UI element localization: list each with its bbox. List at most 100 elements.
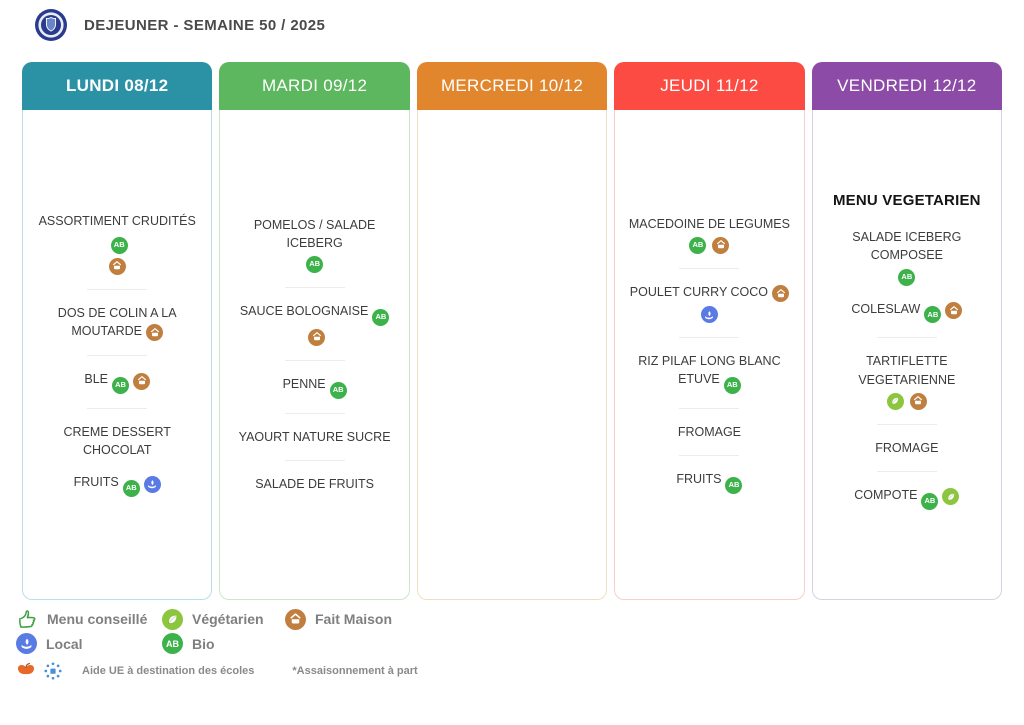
- fm-icon: [308, 328, 326, 346]
- menu-item-label: RIZ PILAF LONG BLANC ETUVE: [638, 354, 781, 387]
- bio-icon: AB: [112, 377, 130, 395]
- menu-item: TARTIFLETTE VEGETARIENNE: [818, 352, 996, 410]
- bio-icon: AB: [110, 236, 128, 254]
- fm-icon: [712, 236, 730, 254]
- legend-label: Menu conseillé: [47, 611, 148, 627]
- menu-item-label: FRUITS: [73, 475, 119, 490]
- menu-item: DOS DE COLIN A LA MOUTARDE: [28, 304, 206, 342]
- menu-item: SAUCE BOLOGNAISE AB: [225, 302, 403, 346]
- veg-icon: [942, 488, 960, 506]
- day-column-4: VENDREDI 12/12 MENU VEGETARIEN SALADE ICEB…: [811, 62, 1003, 600]
- menu-item: FRUITS AB: [28, 473, 206, 498]
- bio-icon: AB: [329, 381, 347, 399]
- day-body: MENU VEGETARIEN SALADE ICEBERG COMPOSEE AB…: [811, 110, 1003, 600]
- app-header: DEJEUNER - SEMAINE 50 / 2025: [34, 8, 325, 42]
- menu-item: ASSORTIMENT CRUDITÉS AB: [28, 212, 206, 275]
- bio-icon: AB: [306, 256, 324, 274]
- fm-icon: [133, 372, 151, 390]
- school-crest-logo: [34, 8, 68, 42]
- item-separator: [87, 355, 148, 357]
- legend-label: Fait Maison: [315, 611, 393, 627]
- menu-item-label: FRUITS: [676, 472, 722, 487]
- day-header: VENDREDI 12/12: [811, 62, 1003, 110]
- day-column-0: LUNDI 08/12 ASSORTIMENT CRUDITÉS AB DOS DE …: [22, 62, 213, 600]
- menu-item: RIZ PILAF LONG BLANC ETUVE AB: [620, 352, 798, 395]
- menu-item: FROMAGE: [620, 423, 798, 441]
- vegetarian-menu-heading: MENU VEGETARIEN: [832, 192, 981, 210]
- veg-icon: [886, 392, 904, 410]
- eu-aid-label: Aide UE à destination des écoles: [82, 665, 255, 677]
- day-body: POMELOS / SALADE ICEBERG AB SAUCE BOLOGNAI…: [219, 110, 410, 600]
- day-header: MARDI 09/12: [219, 62, 410, 110]
- item-separator: [876, 423, 937, 425]
- menu-item-label: COMPOTE: [854, 487, 918, 502]
- menu-item-label: SALADE ICEBERG COMPOSEE: [852, 230, 962, 263]
- menu-item-label: MACEDOINE DE LEGUMES: [628, 216, 790, 231]
- menu-item-label: FROMAGE: [875, 440, 939, 455]
- menu-item: SALADE DE FRUITS: [225, 475, 403, 493]
- item-separator: [284, 459, 345, 461]
- seasoning-note: *Assaisonnement à part: [292, 665, 418, 677]
- menu-item: PENNE AB: [225, 375, 403, 399]
- day-body: [416, 110, 608, 600]
- menu-item-label: COLESLAW: [851, 301, 921, 316]
- badges-row: AB: [822, 268, 992, 286]
- menu-item: YAOURT NATURE SUCRE: [225, 428, 403, 446]
- item-separator: [284, 287, 345, 289]
- item-separator: [284, 359, 345, 361]
- veg-icon: [162, 608, 183, 630]
- legend-item: Menu conseillé: [16, 608, 162, 630]
- menu-item: MACEDOINE DE LEGUMES AB: [620, 215, 798, 254]
- menu-item-label: CREME DESSERT CHOCOLAT: [63, 425, 171, 458]
- bio-icon: AB: [725, 477, 743, 495]
- day-header: JEUDI 11/12: [614, 62, 805, 110]
- local-icon: [143, 475, 161, 493]
- badges-row: AB: [229, 256, 399, 274]
- legend-label: Végétarien: [192, 611, 264, 627]
- menu-item-label: ASSORTIMENT CRUDITÉS: [38, 213, 196, 228]
- legend-item: Local: [16, 633, 162, 654]
- legend-item: Végétarien: [162, 608, 285, 630]
- menu-item: BLE AB: [28, 370, 206, 395]
- menu-item: COLESLAW AB: [818, 300, 996, 324]
- menu-item-label: TARTIFLETTE VEGETARIENNE: [858, 354, 956, 387]
- bio-icon: AB: [898, 268, 916, 286]
- menu-columns: LUNDI 08/12 ASSORTIMENT CRUDITÉS AB DOS DE …: [22, 62, 1003, 600]
- badges-row: [32, 257, 202, 275]
- legend: Menu conseillé Végétarien Fait Maison Local…: [16, 608, 418, 681]
- menu-item-label: FROMAGE: [677, 425, 742, 440]
- fm-icon: [285, 608, 306, 630]
- menu-item: SALADE ICEBERG COMPOSEE AB: [818, 228, 996, 286]
- item-separator: [284, 412, 345, 414]
- menu-item: COMPOTE AB: [818, 486, 996, 510]
- legend-label: Local: [46, 635, 83, 652]
- menu-item: FROMAGE: [818, 439, 996, 457]
- menu-item-label: DOS DE COLIN A LA MOUTARDE: [57, 305, 177, 338]
- day-body: ASSORTIMENT CRUDITÉS AB DOS DE COLIN A LA …: [22, 110, 213, 600]
- menu-item-label: POULET CURRY COCO: [629, 284, 769, 299]
- bio-icon: AB: [921, 492, 939, 510]
- day-column-2: MERCREDI 10/12: [416, 62, 608, 600]
- menu-item-label: SAUCE BOLOGNAISE: [239, 304, 369, 319]
- page-title: DEJEUNER - SEMAINE 50 / 2025: [84, 16, 326, 34]
- legend-grid: Menu conseillé Végétarien Fait Maison Local…: [16, 608, 418, 654]
- fruit-icon: [16, 661, 36, 681]
- menu-item: CREME DESSERT CHOCOLAT: [28, 423, 206, 459]
- menu-item: FRUITS AB: [620, 470, 798, 495]
- local-icon: [700, 306, 718, 324]
- item-separator: [679, 408, 740, 410]
- fm-icon: [909, 392, 927, 410]
- item-separator: [87, 408, 148, 410]
- thumbs-up-icon: [16, 608, 38, 630]
- legend-item: Fait Maison: [285, 608, 418, 630]
- menu-item: POMELOS / SALADE ICEBERG AB: [225, 216, 403, 274]
- bio-icon: AB: [723, 377, 741, 395]
- bio-icon: AB: [689, 236, 707, 254]
- fm-icon: [772, 285, 790, 303]
- item-separator: [876, 470, 937, 472]
- legend-footnote: Aide UE à destination des écoles *Assaiso…: [16, 661, 418, 681]
- eu-school-scheme-icon: [43, 661, 63, 681]
- day-header: MERCREDI 10/12: [416, 62, 608, 110]
- legend-item: AB Bio: [162, 633, 285, 654]
- bio-icon: AB: [162, 633, 183, 654]
